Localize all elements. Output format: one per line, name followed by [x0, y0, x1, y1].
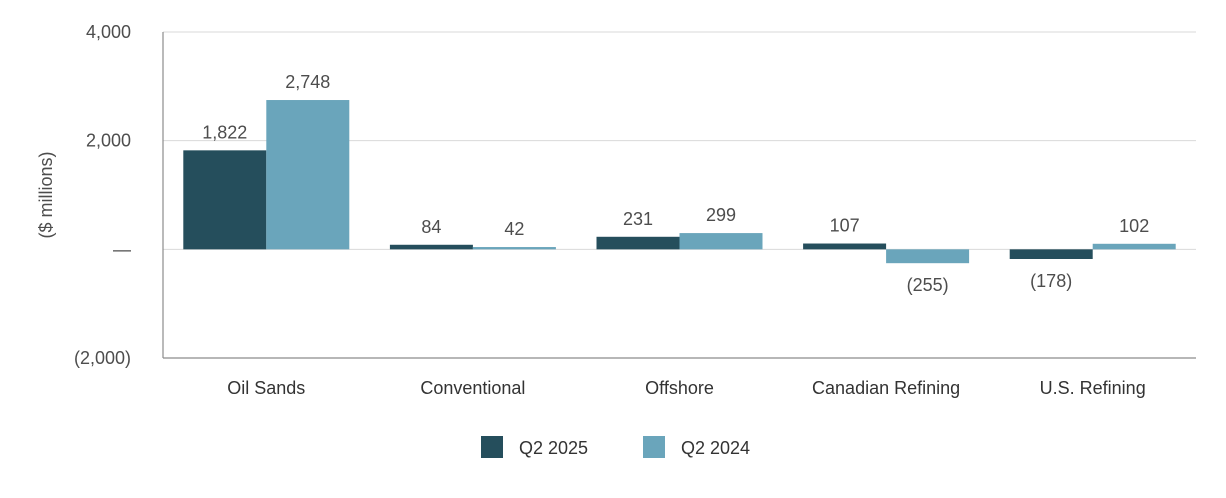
y-tick-label: 4,000	[86, 22, 131, 42]
bar	[803, 243, 887, 250]
x-tick-label: Conventional	[420, 378, 525, 398]
data-label: 299	[706, 205, 736, 225]
data-label: 231	[623, 209, 653, 229]
x-tick-label: Offshore	[645, 378, 714, 398]
bar	[183, 150, 267, 250]
bar	[679, 233, 763, 250]
y-tick-label: —	[113, 239, 131, 259]
data-label: 84	[421, 217, 441, 237]
bar	[472, 247, 556, 250]
data-label: 2,748	[285, 72, 330, 92]
legend: Q2 2025 Q2 2024	[481, 436, 750, 458]
x-tick-label: Canadian Refining	[812, 378, 960, 398]
legend-swatch	[643, 436, 665, 458]
bar	[886, 249, 970, 264]
legend-label: Q2 2024	[681, 438, 750, 458]
data-label: (255)	[907, 275, 949, 295]
y-tick-label: (2,000)	[74, 348, 131, 368]
x-tick-label: U.S. Refining	[1040, 378, 1146, 398]
axes: ($ millions) 4,000 2,000 — (2,000) Oil Sands…	[36, 22, 1196, 398]
y-axis-title: ($ millions)	[36, 151, 56, 238]
bar	[1009, 249, 1093, 260]
data-label: 107	[830, 216, 860, 236]
bar	[389, 244, 473, 250]
data-label: 42	[504, 219, 524, 239]
data-label: (178)	[1030, 271, 1072, 291]
bars	[183, 100, 1176, 264]
bar	[1092, 243, 1176, 250]
bar	[596, 236, 680, 250]
legend-label: Q2 2025	[519, 438, 588, 458]
data-labels: 1,822 2,748 84 42 231 299 107 (255) (178) 102	[202, 72, 1149, 295]
y-tick-label: 2,000	[86, 131, 131, 151]
x-tick-label: Oil Sands	[227, 378, 305, 398]
data-label: 102	[1119, 216, 1149, 236]
data-label: 1,822	[202, 122, 247, 142]
bar	[266, 100, 350, 250]
legend-swatch	[481, 436, 503, 458]
